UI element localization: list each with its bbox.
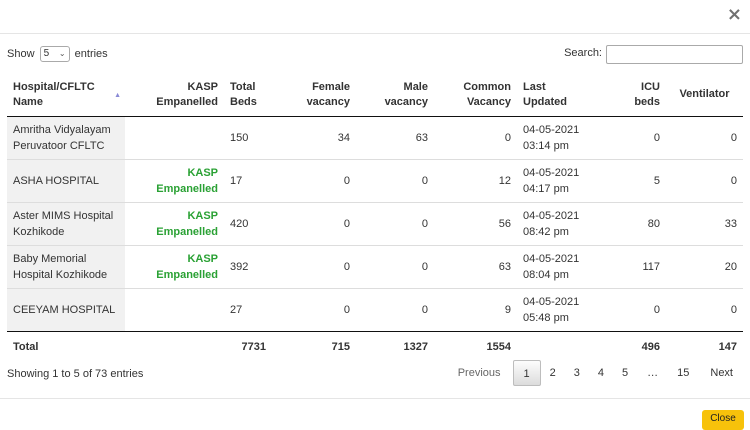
close-icon[interactable]: × — [726, 4, 742, 25]
hospital-name-cell: ASHA HOSPITAL — [7, 158, 125, 202]
column-header-icu-beds[interactable]: ICU beds — [587, 74, 666, 117]
pagination: Previous 1 2 3 4 5 … 15 Next — [449, 360, 742, 386]
female-vacancy-cell: 0 — [272, 244, 356, 288]
entries-select-value: 5 — [43, 48, 50, 60]
sort-ascending-icon: ▲ — [114, 92, 121, 99]
pagination-ellipsis: … — [647, 367, 659, 379]
ventilator-cell: 33 — [666, 201, 743, 245]
icu-beds-cell: 5 — [587, 158, 666, 202]
last-updated-cell: 04-05-2021 08:42 pm — [517, 201, 587, 245]
common-vacancy-cell: 12 — [434, 158, 517, 202]
male-vacancy-cell: 63 — [415, 131, 428, 144]
hospital-name-cell: Amritha Vidyalayam Peruvatoor CFLTC — [7, 116, 125, 159]
modal-footer-divider — [0, 398, 750, 399]
male-vacancy-cell: 0 — [356, 287, 434, 331]
table-row: Baby Memorial Hospital Kozhikode KASP Empa… — [7, 244, 743, 288]
table-row: Aster MIMS Hospital Kozhikode KASP Empanel… — [7, 201, 743, 245]
table-row: ASHA HOSPITAL KASP Empanelled 17 0 0 12 0… — [7, 158, 743, 202]
hospital-name-cell: Baby Memorial Hospital Kozhikode — [7, 244, 125, 288]
ventilator-cell: 0 — [666, 287, 743, 331]
modal-header: × — [0, 0, 750, 34]
kasp-cell: KASP Empanelled — [125, 201, 224, 245]
last-updated-cell: 04-05-2021 04:17 pm — [517, 158, 587, 202]
icu-beds-cell: 0 — [653, 131, 660, 144]
totals-row: Total 7731 715 1327 1554 496 147 — [7, 330, 743, 363]
total-beds-cell: 27 — [224, 287, 272, 331]
kasp-cell — [125, 287, 224, 331]
kasp-cell — [125, 116, 224, 159]
pagination-page-1[interactable]: 1 — [512, 360, 541, 386]
pagination-page-last[interactable]: 15 — [677, 367, 690, 379]
ventilator-cell: 0 — [730, 131, 737, 144]
icu-beds-cell: 117 — [587, 244, 666, 288]
last-updated-cell: 04-05-2021 05:48 pm — [517, 287, 587, 331]
table-row: Amritha Vidyalayam Peruvatoor CFLTC 150 3… — [7, 116, 743, 159]
kasp-cell: KASP Empanelled — [125, 244, 224, 288]
table-info: Showing 1 to 5 of 73 entries — [7, 368, 144, 380]
total-beds-cell: 420 — [224, 201, 272, 245]
last-updated-cell: 04-05-2021 03:14 pm — [523, 123, 580, 152]
length-menu: Show 5 ⌄ entries — [7, 45, 108, 63]
female-vacancy-cell: 0 — [272, 287, 356, 331]
column-header-male-vacancy[interactable]: Male vacancy — [356, 74, 434, 117]
icu-beds-cell: 80 — [587, 201, 666, 245]
male-vacancy-cell: 0 — [356, 201, 434, 245]
icu-beds-cell: 0 — [587, 287, 666, 331]
column-header-total-beds[interactable]: Total Beds — [224, 74, 272, 117]
female-vacancy-cell: 0 — [272, 158, 356, 202]
common-vacancy-cell: 56 — [434, 201, 517, 245]
common-vacancy-cell: 9 — [434, 287, 517, 331]
male-vacancy-cell: 0 — [356, 244, 434, 288]
totals-label: Total — [7, 330, 125, 363]
pagination-previous[interactable]: Previous — [457, 367, 501, 379]
totals-icu-beds: 496 — [587, 330, 666, 363]
close-button[interactable]: Close — [702, 410, 744, 430]
column-header-hospital-name[interactable]: Hospital/CFLTC Name ▲ — [7, 74, 125, 117]
female-vacancy-cell: 34 — [337, 131, 350, 144]
last-updated-cell: 04-05-2021 08:04 pm — [517, 244, 587, 288]
totals-last-updated-cell — [517, 330, 587, 363]
pagination-page-5[interactable]: 5 — [622, 367, 629, 379]
totals-ventilator: 147 — [666, 330, 743, 363]
chevron-down-icon: ⌄ — [58, 49, 66, 59]
length-suffix: entries — [74, 48, 108, 60]
search-label: Search: — [564, 47, 602, 59]
column-header-female-vacancy[interactable]: Female vacancy — [272, 74, 356, 117]
search-input[interactable] — [606, 45, 743, 64]
totals-kasp-cell — [125, 330, 224, 363]
column-header-common-vacancy[interactable]: Common Vacancy — [434, 74, 517, 117]
ventilator-cell: 20 — [666, 244, 743, 288]
totals-total-beds: 7731 — [224, 330, 272, 363]
total-beds-cell: 150 — [230, 131, 249, 144]
total-beds-cell: 17 — [224, 158, 272, 202]
male-vacancy-cell: 0 — [356, 158, 434, 202]
kasp-cell: KASP Empanelled — [125, 158, 224, 202]
column-header-kasp[interactable]: KASP Empanelled — [125, 74, 224, 117]
totals-common-vacancy: 1554 — [434, 330, 517, 363]
totals-female-vacancy: 715 — [272, 330, 356, 363]
hospital-table: Hospital/CFLTC Name ▲ KASP Empanelled Total… — [7, 74, 743, 363]
table-row: CEEYAM HOSPITAL 27 0 0 9 04-05-2021 05:48… — [7, 287, 743, 331]
hospital-name-cell: Aster MIMS Hospital Kozhikode — [7, 201, 125, 245]
total-beds-cell: 392 — [224, 244, 272, 288]
common-vacancy-cell: 63 — [434, 244, 517, 288]
pagination-next[interactable]: Next — [710, 367, 733, 379]
table-controls: Show 5 ⌄ entries Search: — [7, 45, 743, 65]
table-header-row: Hospital/CFLTC Name ▲ KASP Empanelled Total… — [7, 74, 743, 117]
column-header-ventilator[interactable]: Ventilator — [666, 74, 743, 117]
hospital-name-cell: CEEYAM HOSPITAL — [7, 287, 125, 331]
ventilator-cell: 0 — [666, 158, 743, 202]
totals-male-vacancy: 1327 — [356, 330, 434, 363]
pagination-page-2[interactable]: 2 — [549, 367, 556, 379]
column-header-last-updated[interactable]: Last Updated — [517, 74, 587, 117]
common-vacancy-cell: 0 — [504, 131, 511, 144]
female-vacancy-cell: 0 — [272, 201, 356, 245]
entries-select[interactable]: 5 ⌄ — [39, 46, 70, 63]
length-prefix: Show — [7, 48, 35, 60]
pagination-page-4[interactable]: 4 — [597, 367, 604, 379]
pagination-page-3[interactable]: 3 — [573, 367, 580, 379]
